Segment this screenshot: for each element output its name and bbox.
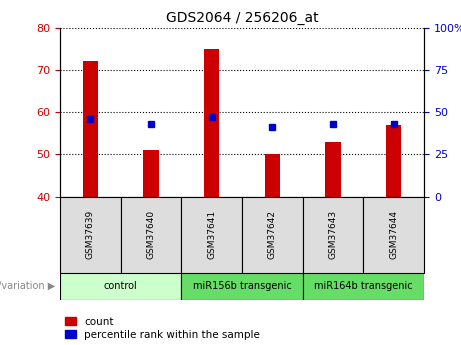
Text: GSM37641: GSM37641: [207, 210, 216, 259]
Bar: [204, 49, 219, 197]
Bar: [121, 197, 181, 273]
Bar: [60, 197, 121, 273]
Text: miR156b transgenic: miR156b transgenic: [193, 282, 291, 291]
Bar: [265, 155, 280, 197]
Text: GSM37639: GSM37639: [86, 210, 95, 259]
Bar: [181, 197, 242, 273]
Text: GSM37642: GSM37642: [268, 210, 277, 259]
Text: GSM37640: GSM37640: [147, 210, 155, 259]
Bar: [242, 197, 303, 273]
Title: GDS2064 / 256206_at: GDS2064 / 256206_at: [165, 11, 319, 25]
Text: miR164b transgenic: miR164b transgenic: [314, 282, 413, 291]
Bar: [143, 150, 159, 197]
Text: genotype/variation ▶: genotype/variation ▶: [0, 282, 55, 291]
Bar: [325, 142, 341, 197]
Text: GSM37644: GSM37644: [389, 210, 398, 259]
Bar: [83, 61, 98, 197]
Text: GSM37643: GSM37643: [329, 210, 337, 259]
Bar: [363, 197, 424, 273]
Text: control: control: [104, 282, 137, 291]
Bar: [60, 273, 181, 300]
Bar: [181, 273, 303, 300]
Bar: [386, 125, 402, 197]
Legend: count, percentile rank within the sample: count, percentile rank within the sample: [65, 317, 260, 340]
Bar: [303, 273, 424, 300]
Bar: [303, 197, 363, 273]
